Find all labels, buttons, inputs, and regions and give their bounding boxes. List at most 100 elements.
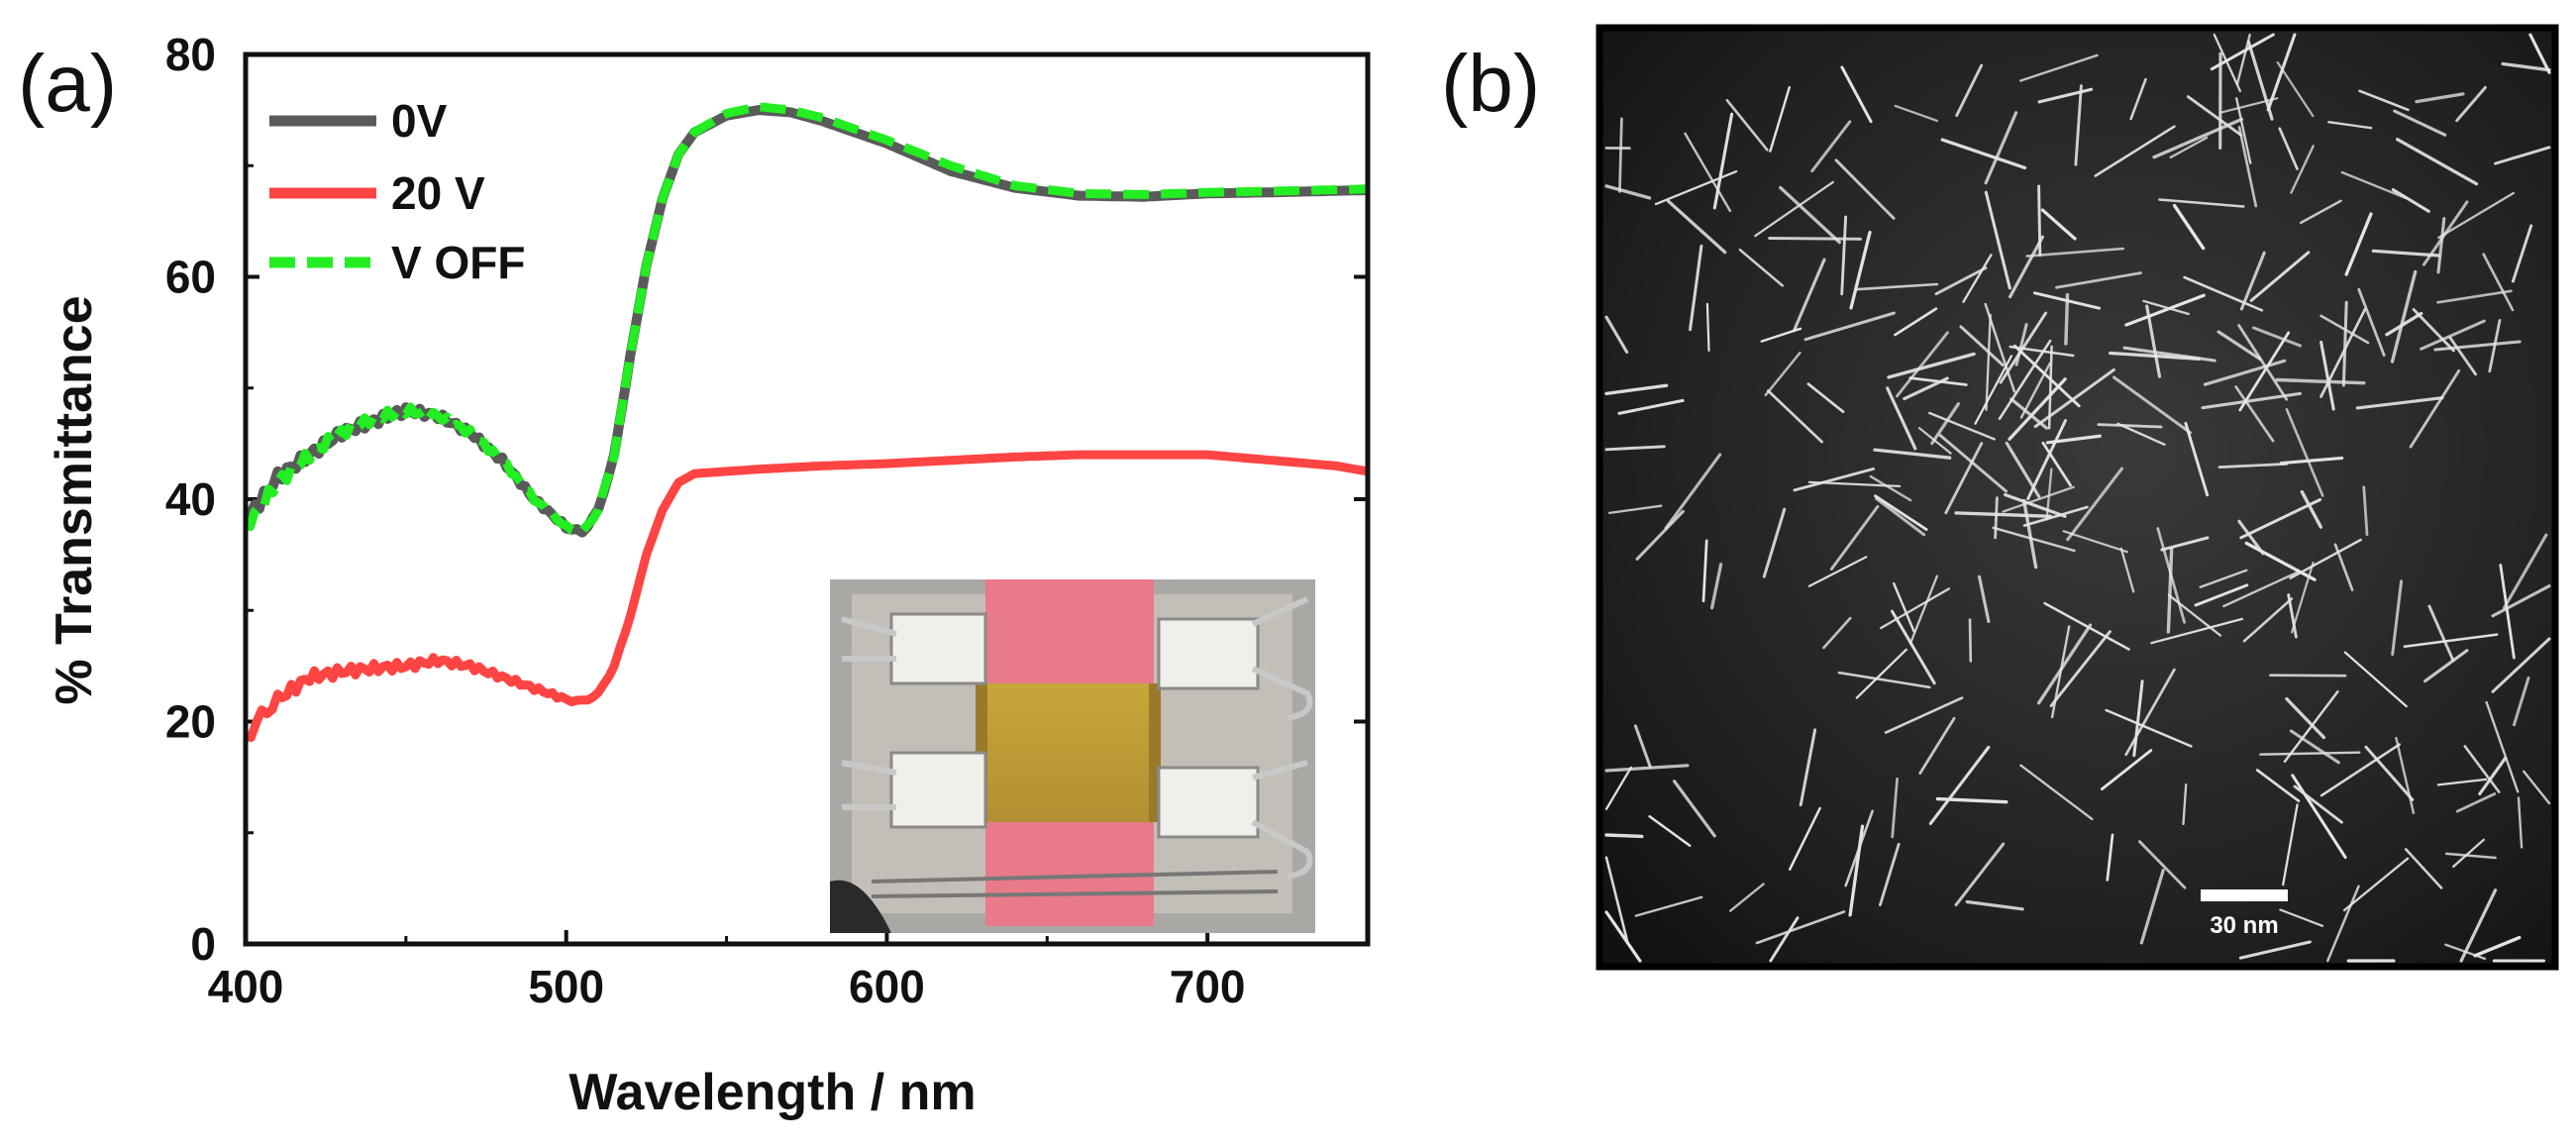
nanorod [2452, 838, 2485, 869]
nanorod [2142, 299, 2190, 316]
nanorod [2494, 146, 2551, 165]
series-line-1 [246, 450, 1368, 742]
nanorod [1810, 120, 1852, 173]
nanorod [2129, 77, 2147, 121]
nanorod [1985, 313, 1992, 411]
nanorod [2217, 463, 2289, 469]
nanorod [2169, 136, 2209, 159]
scale-bar-label: 30 nm [2210, 912, 2278, 939]
nanorod [2019, 764, 2094, 821]
nanorod [2395, 736, 2416, 814]
nanorod [1840, 65, 1873, 124]
nanorod [2216, 330, 2262, 362]
nanorod [2139, 869, 2165, 945]
nanorod [1618, 117, 1623, 193]
nanorod [2040, 208, 2077, 241]
nanorod [2222, 572, 2299, 608]
nanorod [2485, 700, 2520, 793]
nanorod [1984, 190, 2011, 290]
nanorod [1766, 389, 1823, 444]
nanorod [1709, 563, 1723, 610]
nanorod [1917, 427, 1952, 455]
nanorod [1769, 916, 1800, 963]
nanorod [2396, 138, 2479, 186]
nanorod [2285, 407, 2324, 497]
y-tick-label: 40 [165, 473, 216, 525]
nanorod [1999, 311, 2048, 384]
nanorod [1684, 132, 1732, 213]
nanorod [2032, 291, 2102, 310]
nanorod [1896, 331, 1949, 398]
nanorod [2235, 97, 2252, 164]
nanorod [1934, 266, 1988, 296]
nanorod [1887, 352, 1976, 379]
nanorod [2436, 778, 2488, 786]
inset-clip [889, 751, 987, 829]
nanorod [1940, 138, 2027, 170]
scale-bar [2201, 889, 2288, 901]
nanorod [2393, 109, 2447, 137]
nanorod [1604, 184, 1652, 200]
nanorod [2109, 351, 2202, 361]
legend-label: 20 V [391, 167, 485, 219]
nanorod [2037, 87, 2094, 104]
nanorod [2008, 377, 2067, 441]
nanorod [2049, 630, 2112, 707]
nanorod [2235, 33, 2251, 86]
x-tick-label: 500 [528, 961, 604, 1012]
nanorod [1755, 910, 1846, 945]
nanorod [1633, 724, 1652, 769]
x-tick-label: 600 [849, 961, 925, 1012]
nanorod [2066, 467, 2124, 542]
nanorod [1944, 442, 1984, 515]
nanorod [2266, 33, 2297, 112]
nanorod [2064, 293, 2070, 346]
nanorod [1829, 504, 1880, 571]
nanorod [1689, 244, 1703, 332]
nanorod [1806, 382, 1845, 414]
nanorod [2299, 199, 2342, 225]
nanorod [2478, 756, 2508, 796]
nanorod [1959, 325, 2005, 367]
y-tick-label: 0 [190, 918, 216, 970]
nanorod [1977, 574, 1991, 623]
nanorod [1962, 254, 1993, 303]
nanorod [2433, 340, 2522, 352]
nanorod [2238, 331, 2291, 412]
nanorod [2100, 749, 2153, 791]
nanorod [2340, 170, 2408, 200]
nanorod [1974, 355, 2013, 425]
nanorod [2183, 275, 2264, 312]
y-tick-label: 80 [165, 29, 216, 80]
nanorod [1604, 833, 1644, 839]
nanorod [1664, 453, 1722, 530]
nanorod [1604, 445, 1666, 452]
nanorod [2326, 885, 2360, 963]
nanorod [2210, 33, 2275, 71]
nanorod [1875, 496, 1926, 537]
nanorod [2036, 623, 2093, 705]
nanorod [2184, 421, 2210, 497]
nanorod [2403, 633, 2499, 648]
nanorod [1994, 496, 1999, 540]
nanorod [1617, 398, 1685, 415]
nanorod [2045, 434, 2102, 445]
nanorod [2342, 857, 2410, 912]
nanorod [1873, 448, 1952, 460]
nanorod [1712, 112, 1734, 210]
nanorod [2026, 419, 2067, 500]
nanorod [2491, 637, 2551, 693]
nanorod [2385, 311, 2423, 337]
nanorod [2008, 235, 2044, 299]
nanorod [2074, 84, 2083, 166]
nanorod [1604, 315, 1629, 354]
series-line-2 [246, 102, 1368, 537]
nanorod [2276, 60, 2315, 118]
nanorod [2291, 561, 2315, 634]
nanorod [2242, 597, 2294, 643]
nanorod [2283, 689, 2339, 764]
nanorod [1604, 856, 1629, 945]
nanorod [2116, 422, 2166, 446]
nanorod [1954, 511, 2053, 518]
nanorod [1604, 383, 1669, 396]
